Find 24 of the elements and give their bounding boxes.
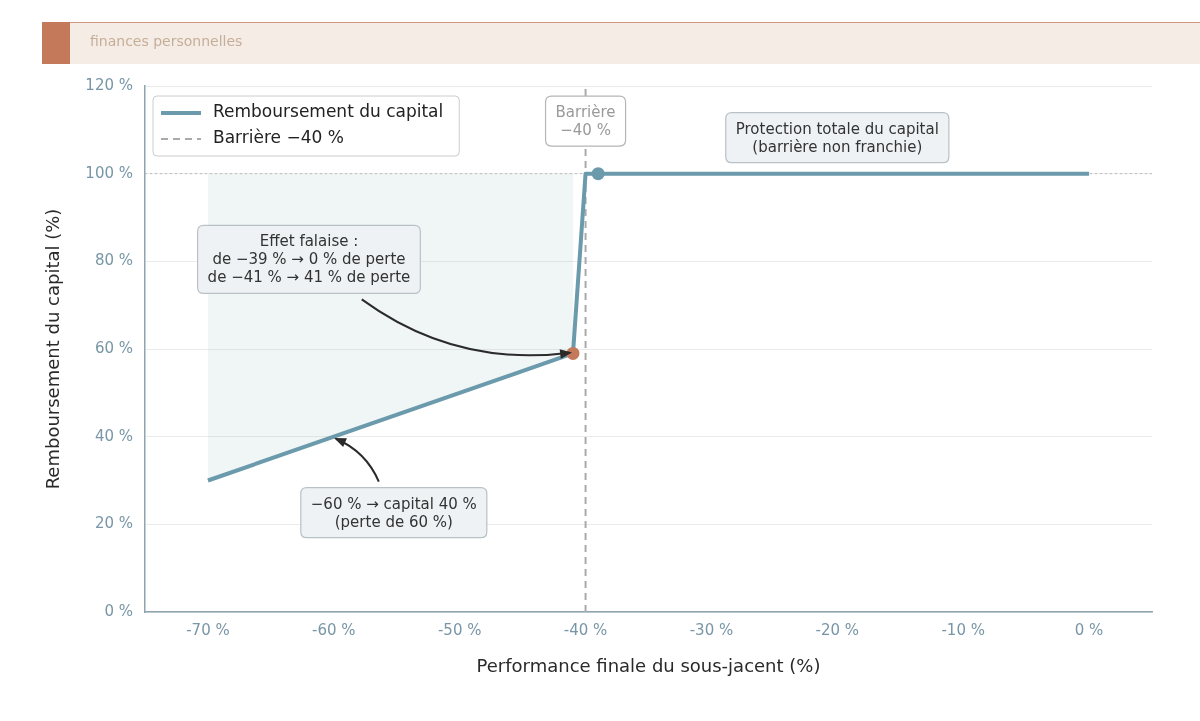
y-tick-label: 120 % [85,75,133,94]
x-tick-label: -40 % [563,620,608,639]
x-tick-label: -20 % [815,620,860,639]
y-tick-label: 100 % [85,163,133,182]
y-axis-title: Remboursement du capital (%) [42,208,64,490]
x-tick-label: -50 % [437,620,482,639]
y-tick-label: 60 % [94,338,133,357]
y-tick-label: 20 % [94,514,133,533]
legend-label: Barrière −40 % [213,127,344,148]
x-tick-label: -70 % [186,620,230,639]
annotation: Barrière −40 % [555,102,616,139]
x-tick-label: -10 % [941,620,985,639]
y-tick-label: 40 % [94,426,133,445]
x-axis-title: Performance finale du sous-jacent (%) [476,654,821,676]
legend-label: Remboursement du capital [213,101,444,122]
y-tick-label: 80 % [94,251,133,270]
x-tick-label: -60 % [312,620,356,639]
annotation: Protection totale du capital (barrière non franchie) [735,119,939,156]
annotation: −60 % → capital 40 % (perte de 60 %) [310,494,477,531]
x-tick-label: 0 % [1074,620,1104,639]
chart-subtitle: finances personnelles [90,33,243,49]
x-tick-label: -30 % [689,620,734,639]
y-tick-label: 0 % [104,601,133,620]
annotation: Effet falaise : de −39 % → 0 % de perte de −41 % → 41 % de perte [207,232,411,287]
